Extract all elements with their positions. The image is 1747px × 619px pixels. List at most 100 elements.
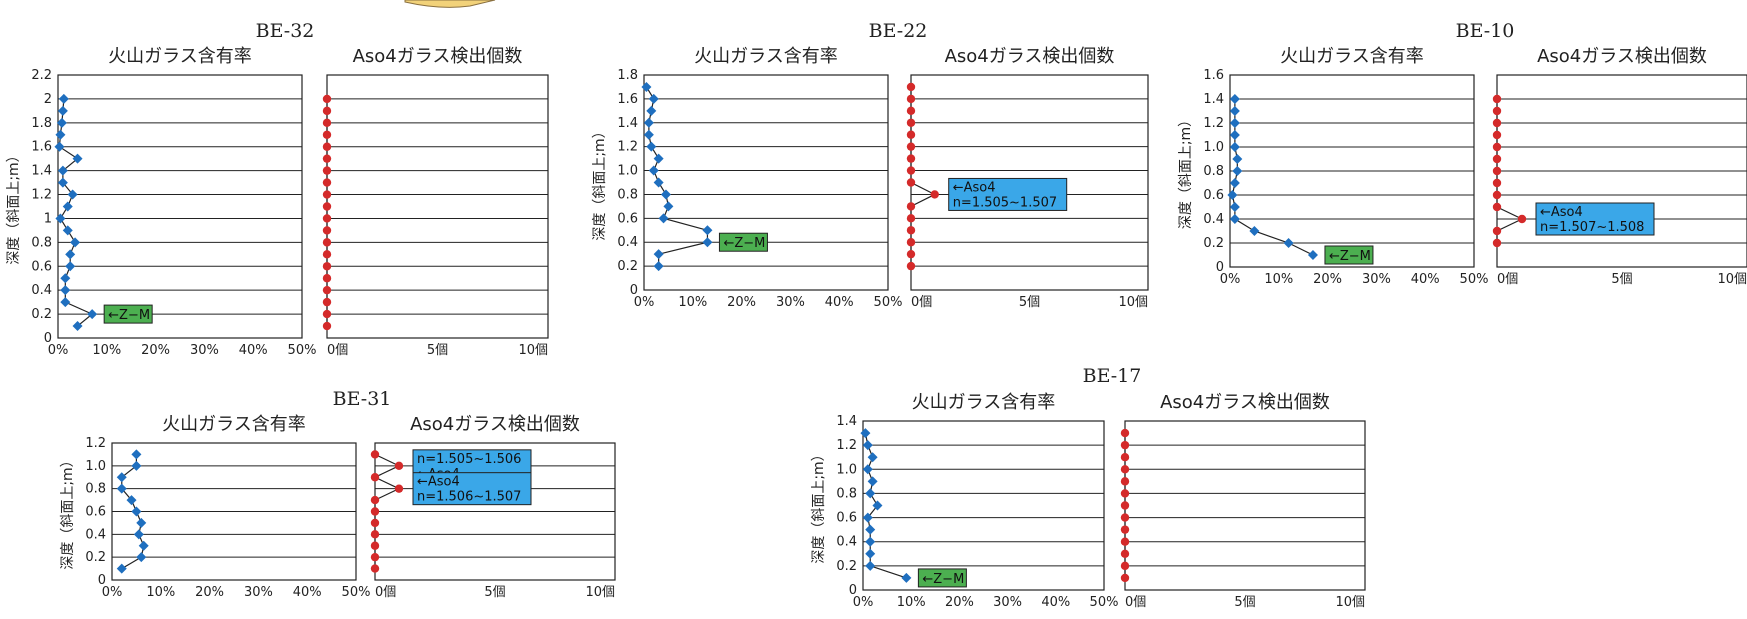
glass-series-line [1231,99,1314,256]
aso4-annotation-line1: ←Aso4 [417,475,460,490]
y-tick-label: 1.0 [1203,140,1224,155]
y-tick-label: 0.4 [1203,212,1224,227]
glass-data-point [648,165,659,176]
y-tick-label: 0.6 [31,259,52,274]
x-tick-label: 30% [244,585,273,600]
x-tick-label: 0% [102,585,123,600]
glass-data-point [60,285,71,296]
y-tick-label: 0.8 [617,187,638,202]
station-title: BE-31 [333,388,392,410]
aso4-panel-title: Aso4ガラス検出個数 [353,46,523,67]
aso4-data-point [1120,525,1130,534]
x-tick-label: 10% [897,595,926,610]
aso4-data-point [906,166,916,175]
aso4-annotation-line2: n=1.505~1.507 [953,195,1057,210]
y-tick-label: 0.6 [1203,188,1224,203]
y-tick-label: 0 [849,583,857,598]
y-tick-label: 1.6 [1203,68,1224,83]
zm-annotation-label: ←Z−M [108,308,150,323]
glass-panel-title: 火山ガラス含有率 [694,46,838,67]
aso4-data-point [322,202,332,211]
count-tick-label: 10個 [518,343,548,358]
y-tick-label: 0.4 [617,235,638,250]
x-tick-label: 30% [190,343,219,358]
glass-data-point [643,117,654,128]
aso4-data-point [322,321,332,331]
aso4-data-point [1492,178,1502,188]
x-tick-label: 0% [1220,272,1241,287]
glass-data-point [136,517,147,528]
y-tick-label: 1.8 [617,68,638,83]
aso4-data-point [1120,549,1130,558]
aso4-panel-title: Aso4ガラス検出個数 [1160,392,1330,413]
aso4-data-point [930,190,939,199]
glass-data-point [660,189,671,200]
aso4-data-point [1120,489,1130,498]
y-tick-label: 1.2 [617,140,638,155]
aso4-data-point [1492,130,1502,140]
aso4-data-point [906,130,916,139]
aso4-plot-frame [326,74,549,339]
aso4-data-point [1492,238,1502,248]
y-tick-label: 0.6 [85,505,106,520]
glass-data-point [643,129,654,140]
aso4-annotation-box [948,177,1068,211]
aso4-data-point [322,166,332,175]
station-title: BE-17 [1083,365,1142,387]
aso4-data-point [1492,94,1502,104]
zm-annotation-box [103,304,153,324]
aso4-data-point [370,541,380,550]
glass-data-point [72,321,83,332]
y-tick-label: 0 [98,573,106,588]
glass-panel-title: 火山ガラス含有率 [162,414,306,435]
aso4-data-point [1120,573,1130,583]
y-tick-label: 0.8 [836,486,857,501]
glass-data-point [65,261,76,272]
count-tick-label: 10個 [1717,272,1747,287]
count-tick-label: 0個 [1125,595,1146,610]
station-title: BE-22 [869,20,928,42]
y-tick-label: 0.8 [31,235,52,250]
glass-data-point [865,488,876,499]
x-tick-label: 30% [776,295,805,310]
glass-data-point [131,449,142,460]
x-tick-label: 20% [1313,272,1342,287]
x-tick-label: 50% [1460,272,1489,287]
aso4-data-point [322,106,332,116]
glass-data-point [1229,178,1240,188]
y-tick-label: 0.6 [617,211,638,226]
glass-data-point [646,105,657,116]
aso4-data-point [906,142,916,151]
aso4-data-point [322,238,332,247]
count-tick-label: 0個 [375,585,396,600]
chart-group: BE-22 火山ガラス含有率 0 0.2 0.4 0.6 0.8 1.0 1.2 1.4 1.6 1.… [592,20,1149,310]
x-tick-label: 20% [195,585,224,600]
y-tick-label: 0 [1216,260,1224,275]
x-tick-label: 50% [288,343,317,358]
y-tick-label: 1.8 [31,116,52,131]
aso4-annotation-box [412,472,532,506]
y-tick-label: 0.8 [1203,164,1224,179]
count-tick-label: 5個 [1019,295,1040,310]
aso4-data-point [906,178,916,187]
aso4-data-point [394,484,404,493]
glass-data-point [67,189,78,200]
x-tick-label: 0% [853,595,874,610]
aso4-data-point [1120,428,1130,438]
aso4-data-point [906,106,916,116]
aso4-data-point [906,202,916,211]
y-tick-label: 0.2 [85,550,106,565]
glass-panel-title: 火山ガラス含有率 [108,46,252,67]
aso4-data-point [322,94,332,104]
glass-data-point [862,440,873,451]
glass-data-point [72,153,83,164]
glass-data-point [1229,94,1240,104]
chart-group: BE-17 火山ガラス含有率 0 0.2 0.4 0.6 0.8 1.0 1.2 1.4 0% 10%… [811,365,1366,610]
y-tick-label: 0.2 [617,259,638,274]
aso4-data-point [322,274,332,283]
x-tick-label: 20% [945,595,974,610]
x-tick-label: 10% [678,295,707,310]
glass-data-point [1229,118,1240,128]
count-tick-label: 10個 [1335,595,1365,610]
